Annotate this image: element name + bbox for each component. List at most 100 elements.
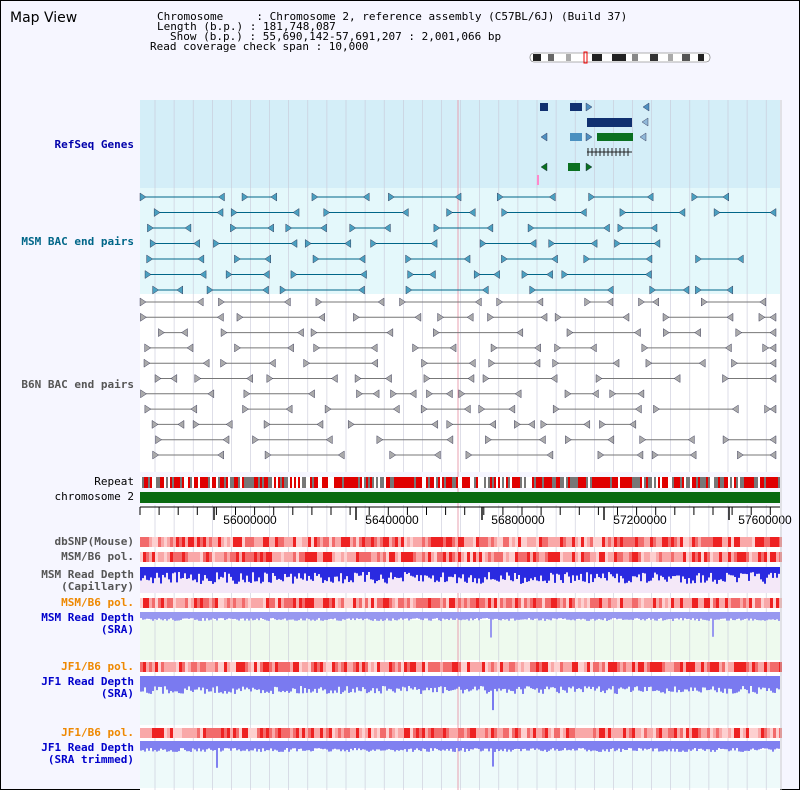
jf1-sra-depth xyxy=(482,676,484,687)
repeat-segment xyxy=(374,477,376,488)
msm-b6-pol-strip xyxy=(491,552,494,562)
repeat-segment xyxy=(146,477,148,488)
repeat-segment xyxy=(236,477,238,488)
jf1-trim-depth xyxy=(588,741,590,750)
msm-sra-depth xyxy=(374,612,376,620)
jf1-trim-depth xyxy=(460,741,462,751)
msm-capillary-depth xyxy=(638,567,640,575)
msm-capillary-depth xyxy=(596,567,598,574)
msm-capillary-depth xyxy=(778,567,780,574)
dbsnp-strip xyxy=(440,537,443,547)
msm-sra-depth xyxy=(174,612,176,621)
dbsnp-strip xyxy=(464,537,467,547)
repeat-segment xyxy=(618,477,620,488)
msm-sra-depth xyxy=(630,612,632,620)
msm-b6-pol-strip xyxy=(173,598,176,608)
b6n-bac-pair-end xyxy=(539,435,546,445)
msm-b6-pol-strip xyxy=(485,552,488,562)
msm-bac-pair-end xyxy=(206,285,214,295)
msm-b6-pol-strip xyxy=(434,598,437,608)
b6n-bac-pair-end xyxy=(181,328,188,337)
dbsnp-strip xyxy=(284,537,287,547)
msm-b6-pol-strip xyxy=(338,552,341,562)
msm-b6-pol-strip xyxy=(776,598,779,608)
repeat-segment xyxy=(370,477,372,488)
jf1-sra-depth xyxy=(544,676,546,689)
msm-b6-pol-strip xyxy=(617,598,620,608)
msm-capillary-depth xyxy=(152,567,154,584)
msm-sra-depth xyxy=(194,612,196,620)
repeat-segment xyxy=(688,477,690,488)
msm-sra-depth xyxy=(290,612,292,620)
jf1-b6-pol-strip xyxy=(587,662,590,672)
dbsnp-strip xyxy=(728,537,731,547)
msm-bac-pair-end xyxy=(267,223,274,233)
b6n-bac-pair-end xyxy=(431,420,438,429)
repeat-segment xyxy=(678,477,680,488)
jf1-b6-pol-strip xyxy=(401,728,404,738)
msm-b6-pol-strip xyxy=(179,552,182,562)
msm-sra-depth xyxy=(550,612,552,621)
jf1-trim-depth xyxy=(744,741,746,751)
msm-sra-depth xyxy=(728,612,730,621)
jf1-trim-depth xyxy=(434,741,436,749)
jf1-sra-depth xyxy=(752,676,754,692)
jf1-sra-depth xyxy=(644,676,646,687)
jf1-sra-depth xyxy=(430,676,432,689)
jf1-b6-pol-strip xyxy=(635,728,638,738)
msm-bac-pair-end xyxy=(370,239,377,248)
dbsnp-strip xyxy=(401,537,404,547)
msm-bac-pair-end xyxy=(225,270,233,279)
msm-sra-depth xyxy=(620,612,622,619)
dbsnp-strip xyxy=(743,537,746,547)
dbsnp-strip xyxy=(314,537,317,547)
jf1-trim-depth xyxy=(366,741,368,751)
msm-capillary-depth xyxy=(676,567,678,576)
msm-b6-pol-strip xyxy=(251,552,254,562)
jf1-b6-pol-strip xyxy=(758,662,761,672)
msm-b6-pol-strip xyxy=(335,552,338,562)
msm-bac-pair-end xyxy=(653,239,661,248)
b6n-bac-pair-end xyxy=(597,450,605,460)
repeat-segment xyxy=(410,477,412,488)
jf1-trim-depth xyxy=(692,741,694,750)
dbsnp-strip xyxy=(254,537,257,547)
jf1-sra-depth xyxy=(564,676,566,691)
msm-b6-pol-strip xyxy=(737,598,740,608)
jf1-trim-depth xyxy=(562,741,564,751)
repeat-segment xyxy=(418,477,420,488)
dbsnp-strip xyxy=(302,537,305,547)
msm-bac-pair-end xyxy=(362,192,370,202)
jf1-b6-pol-strip xyxy=(743,728,746,738)
jf1-sra-depth xyxy=(764,676,766,688)
msm-capillary-depth xyxy=(636,567,638,578)
jf1-trim-depth xyxy=(452,741,454,752)
jf1-trim-depth xyxy=(410,741,412,749)
jf1-sra-depth xyxy=(776,676,778,689)
repeat-segment xyxy=(442,477,444,488)
b6n-bac-pair-end xyxy=(769,435,777,445)
dbsnp-strip xyxy=(371,537,374,547)
jf1-sra-depth xyxy=(582,676,584,693)
b6n-bac-pair-end xyxy=(758,312,766,322)
msm-sra-depth xyxy=(682,612,684,621)
jf1-b6-pol-strip xyxy=(167,662,170,672)
jf1-b6-pol-strip xyxy=(443,728,446,738)
jf1-trim-depth xyxy=(240,741,242,752)
msm-b6-pol-strip xyxy=(248,598,251,608)
jf1-b6-pol-strip xyxy=(635,662,638,672)
msm-capillary-depth xyxy=(336,567,338,577)
msm-capillary-depth xyxy=(752,567,754,573)
msm-sra-depth xyxy=(430,612,432,621)
jf1-sra-depth xyxy=(664,676,666,694)
jf1-trim-depth xyxy=(218,741,220,749)
dbsnp-strip xyxy=(776,537,779,547)
jf1-trim-depth xyxy=(426,741,428,752)
msm-capillary-depth xyxy=(652,567,654,578)
dbsnp-strip xyxy=(392,537,395,547)
jf1-sra-depth xyxy=(448,676,450,691)
jf1-sra-depth xyxy=(450,676,452,691)
jf1-sra-depth xyxy=(366,676,368,694)
msm-b6-pol-strip xyxy=(512,598,515,608)
